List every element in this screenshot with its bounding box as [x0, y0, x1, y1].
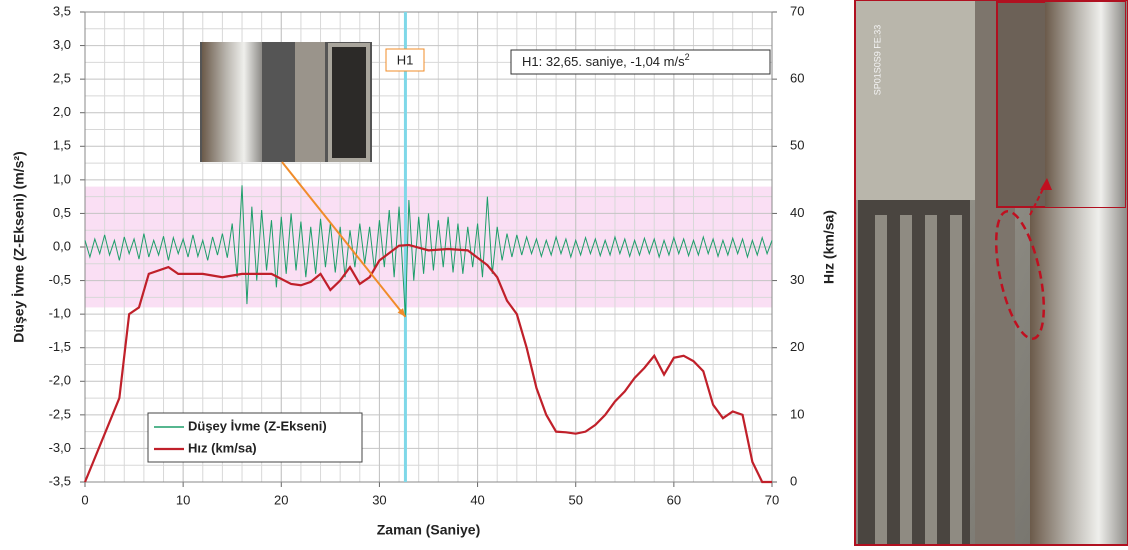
x-tick-label: 40	[470, 492, 484, 507]
annotation-arrow	[281, 161, 407, 318]
x-axis-title: Zaman (Saniye)	[377, 522, 480, 538]
photo-pointer-head	[1040, 178, 1052, 190]
photo-rail	[1030, 200, 1128, 545]
photo-grate-bar	[925, 215, 937, 545]
series-line	[83, 243, 772, 484]
photo-highlight	[994, 210, 1046, 340]
x-tick-label: 50	[568, 492, 582, 507]
y-tick-label: 0,0	[53, 238, 71, 253]
marker-info-box	[510, 49, 771, 75]
marker-name-box	[385, 48, 425, 72]
y-tick-label: 0,5	[53, 205, 71, 220]
marker-info: H1: 32,65. saniye, -1,04 m/s2	[522, 52, 690, 69]
photo-grate-bar	[900, 215, 912, 545]
plot: -3,5 -3,0 -2,5 -2,0 -1,5 -1,0 -0,5 0,0 0,5 1,0 1,5…	[11, 3, 837, 537]
y-tick-label: 3,0	[53, 37, 71, 52]
y-tick-label: -0,5	[49, 272, 71, 287]
y-tick-label: 1,5	[53, 138, 71, 153]
y2-tick-label: 40	[790, 205, 804, 220]
y-tick-label: -2,5	[49, 406, 71, 421]
y-tick-label: -1,0	[49, 306, 71, 321]
marker-name: H1	[397, 52, 414, 67]
x-tick-label: 60	[667, 492, 681, 507]
x-tick-label: 0	[81, 492, 88, 507]
inset-rail	[202, 42, 262, 162]
x-tick-label: 10	[176, 492, 190, 507]
marker-info-sup: 2	[685, 52, 690, 62]
photo-zoom-rail	[1045, 2, 1125, 207]
y-tick-label: -2,0	[49, 373, 71, 388]
legend-box	[147, 412, 363, 463]
photo-slab	[855, 0, 975, 200]
y2-tick-label: 30	[790, 272, 804, 287]
series-line	[84, 185, 773, 317]
y2-tick-label: 20	[790, 339, 804, 354]
legend-label: Hız (km/sa)	[188, 440, 257, 455]
y-axis-title: Düşey İvme (Z-Ekseni) (m/s²)	[11, 151, 27, 342]
photo-grate-bar	[875, 215, 887, 545]
photo-frame	[854, 0, 1128, 546]
site-photo: SP01S0S9 FE:33	[854, 0, 1128, 546]
y2-tick-label: 50	[790, 138, 804, 153]
annotation-arrow-head	[397, 308, 406, 317]
y-tick-label: 2,0	[53, 104, 71, 119]
y-tick-label: -3,5	[49, 473, 71, 488]
photo-stamp: SP01S0S9 FE:33	[872, 25, 882, 96]
y-tick-label: 3,5	[53, 3, 71, 18]
marker-info-text: H1: 32,65. saniye, -1,04 m/s	[522, 54, 685, 69]
y2-tick-label: 0	[790, 473, 797, 488]
y-tick-label: 1,0	[53, 171, 71, 186]
y2-tick-label: 60	[790, 71, 804, 86]
x-tick-label: 20	[274, 492, 288, 507]
y-tick-label: -3,0	[49, 440, 71, 455]
y-tick-label: 2,5	[53, 71, 71, 86]
inset-drain	[328, 43, 370, 162]
y2-axis-title: Hız (km/sa)	[821, 210, 837, 284]
x-tick-label: 30	[372, 492, 386, 507]
legend-label: Düşey İvme (Z-Ekseni)	[188, 418, 327, 433]
x-tick-label: 70	[765, 492, 779, 507]
photo-grate-bar	[950, 215, 962, 545]
y2-tick-label: 70	[790, 3, 804, 18]
y2-tick-label: 10	[790, 406, 804, 421]
y-tick-label: -1,5	[49, 339, 71, 354]
inset-sleeper	[295, 42, 325, 162]
plot-frame	[84, 11, 773, 483]
